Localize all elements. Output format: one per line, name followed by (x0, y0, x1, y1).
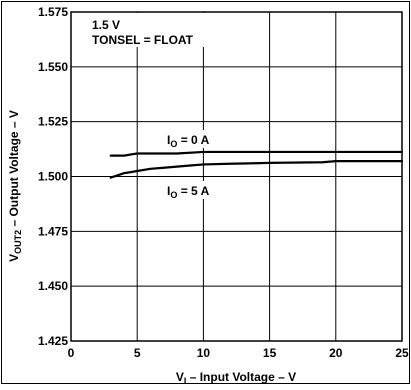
label-backdrop-io-5a (163, 181, 223, 199)
x-tick-label: 25 (395, 346, 409, 360)
x-tick-label: 10 (197, 346, 211, 360)
y-axis-ticks: 1.425 1.450 1.475 1.500 1.525 1.550 1.575 (38, 5, 68, 348)
series-line-io-0a (109, 150, 404, 157)
y-axis-label: VOUT2 – Output Voltage – V (7, 110, 23, 262)
series-label-io-5a: IO = 5 A (167, 184, 210, 200)
annotation-backdrop (86, 13, 234, 47)
y-tick-label: 1.550 (38, 60, 68, 74)
series-label-io-0a: IO = 0 A (167, 133, 210, 149)
plot-area (70, 11, 403, 342)
grid (70, 11, 403, 342)
x-axis-label: VI – Input Voltage – V (176, 370, 296, 385)
x-tick-label: 0 (68, 346, 75, 360)
y-tick-label: 1.425 (38, 334, 68, 348)
series-group (109, 150, 404, 179)
x-axis-ticks: 0 5 10 15 20 25 (68, 346, 409, 360)
y-tick-label: 1.450 (38, 279, 68, 293)
series-line-io-5a (109, 160, 404, 179)
y-tick-label: 1.575 (38, 5, 68, 19)
y-tick-label: 1.525 (38, 115, 68, 129)
figure-border (1, 1, 410, 384)
y-tick-label: 1.500 (38, 170, 68, 184)
x-tick-label: 15 (263, 346, 277, 360)
annotation-line-2: TONSEL = FLOAT (92, 33, 194, 47)
annotation-line-1: 1.5 V (92, 18, 120, 32)
y-tick-label: 1.475 (38, 224, 68, 238)
label-backdrop-io-0a (163, 130, 223, 148)
x-tick-label: 5 (134, 346, 141, 360)
x-tick-label: 20 (329, 346, 343, 360)
